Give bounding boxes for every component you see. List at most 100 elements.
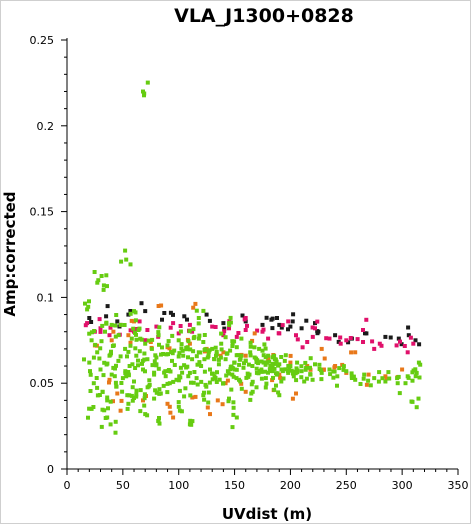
data-point [92, 329, 97, 333]
data-point [108, 352, 113, 357]
data-point [150, 337, 155, 342]
data-point [304, 376, 309, 381]
data-point [169, 350, 174, 354]
data-point [195, 362, 200, 367]
data-point [83, 323, 88, 328]
data-point [261, 353, 266, 358]
data-point [181, 353, 186, 358]
data-point [250, 379, 255, 384]
data-point [143, 338, 148, 343]
data-point [338, 335, 343, 340]
data-point [294, 333, 298, 338]
data-point [228, 315, 233, 320]
data-point [406, 325, 411, 330]
data-point [238, 379, 243, 384]
data-point [191, 305, 196, 310]
data-point [210, 377, 215, 382]
data-point [156, 304, 161, 308]
data-point [290, 319, 295, 324]
data-point [248, 397, 253, 402]
data-point [319, 346, 324, 351]
data-point [88, 372, 93, 377]
data-point [128, 328, 133, 333]
data-point [191, 336, 196, 341]
data-point [315, 319, 320, 324]
data-point [290, 396, 295, 401]
data-point [222, 329, 227, 334]
data-point [212, 357, 217, 361]
data-point [227, 396, 231, 401]
data-point [140, 361, 144, 366]
data-point [261, 327, 266, 332]
x-tick-label: 150 [224, 479, 245, 492]
data-point [230, 344, 235, 348]
data-point [263, 385, 268, 390]
data-point [196, 316, 201, 320]
data-point [229, 387, 234, 392]
data-point [218, 355, 223, 360]
data-point [349, 374, 354, 379]
data-point [108, 325, 113, 330]
data-point [154, 355, 159, 360]
data-point [377, 370, 382, 375]
data-point [272, 353, 277, 358]
data-point [166, 352, 170, 357]
data-point [254, 366, 259, 371]
data-point [234, 415, 239, 420]
data-point [137, 319, 142, 324]
data-point [168, 325, 173, 330]
x-tick-label: 200 [280, 479, 301, 492]
y-tick-label: 0.15 [30, 206, 55, 219]
data-point [303, 367, 308, 372]
data-point [185, 364, 190, 369]
data-point [272, 361, 277, 366]
data-point [137, 349, 142, 354]
data-point [221, 381, 225, 386]
data-point [394, 343, 399, 348]
data-point [321, 367, 326, 372]
data-point [406, 375, 411, 380]
data-point [103, 329, 107, 334]
data-point [142, 357, 147, 362]
data-point [105, 304, 110, 309]
data-point [134, 353, 139, 358]
data-point [411, 341, 416, 346]
data-point [283, 367, 288, 372]
data-point [243, 353, 248, 358]
data-point [146, 384, 151, 389]
data-point [88, 389, 93, 393]
data-point [224, 373, 229, 378]
data-point [248, 353, 253, 358]
data-point [231, 400, 236, 405]
data-point [95, 385, 100, 390]
data-point [126, 372, 131, 377]
data-point [228, 320, 233, 325]
data-point [414, 370, 419, 375]
data-point [287, 366, 292, 371]
data-point [344, 338, 349, 343]
data-point [168, 310, 173, 315]
data-point [242, 317, 247, 322]
data-point [104, 362, 109, 367]
data-point [234, 376, 239, 381]
data-point [152, 396, 157, 401]
data-point [335, 383, 339, 388]
data-point [130, 385, 135, 390]
data-point [150, 363, 155, 368]
data-point [219, 341, 224, 346]
data-point [383, 334, 388, 339]
data-point [417, 342, 422, 347]
data-point [119, 398, 124, 403]
data-point [167, 346, 172, 351]
data-point [185, 317, 189, 322]
data-point [139, 337, 144, 342]
data-point [139, 301, 144, 306]
data-point [279, 379, 284, 384]
data-point [274, 359, 279, 364]
data-point [358, 382, 363, 386]
data-point [213, 345, 218, 350]
data-point [107, 377, 112, 382]
data-point [376, 379, 381, 384]
x-tick-label: 100 [168, 479, 189, 492]
